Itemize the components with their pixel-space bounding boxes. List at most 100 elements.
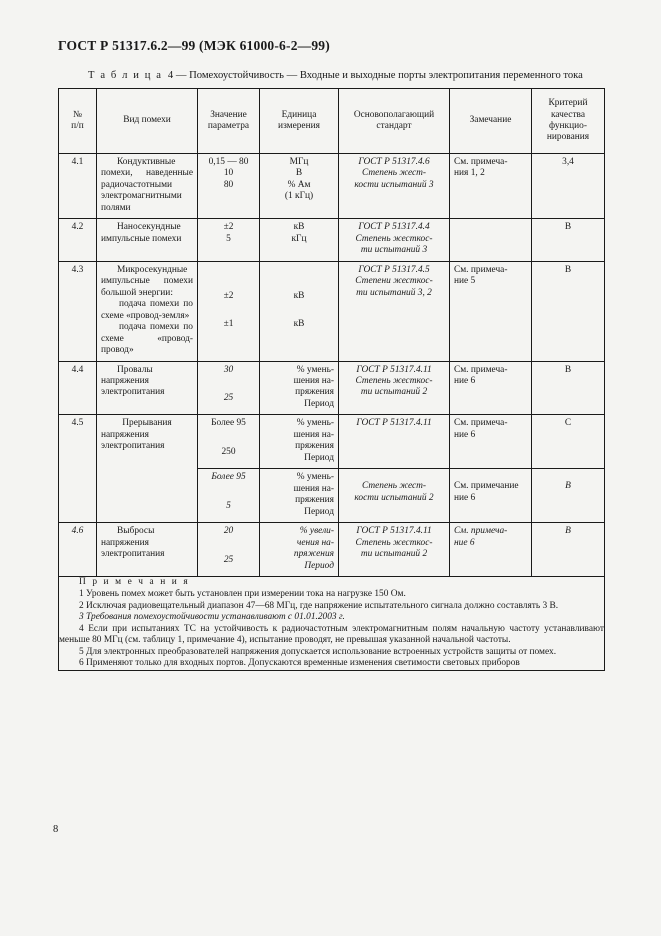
row-44-value-2: 25 [223, 392, 234, 403]
row-43-remark-2: ние 5 [454, 276, 476, 287]
row-42-value-2: 5 [226, 233, 231, 244]
row-41-unit-3: % Ам [287, 179, 311, 190]
row-44-type: Провалы напряжения электропитания [96, 360, 198, 416]
row-46-standard-2: Степень жесткос- [355, 537, 433, 548]
row-46-remark-1: См. примеча- [454, 526, 508, 537]
row-41-value-1: 0,15 — 80 [208, 157, 249, 167]
row-43-number: 4.3 [58, 260, 97, 362]
row-46-remark: См. примеча- ние 6 [449, 522, 532, 577]
row-41-value: 0,15 — 80 10 80 [197, 152, 260, 220]
row-45a-value: Более 95 250 [197, 414, 260, 470]
row-44-standard-2: Степень жесткос- [355, 375, 433, 386]
row-41-type-text: Кондуктивные помехи, наведенные радиочас… [101, 157, 193, 213]
row-45a-remark-2: ние 6 [454, 429, 476, 440]
row-45-number-text: 4.5 [71, 418, 84, 429]
row-41-remark-1: См. примеча- [454, 157, 508, 167]
row-43-value-spacer [202, 265, 255, 291]
row-46-type-text: Выбросы напряжения электропитания [101, 526, 165, 560]
note-item-6: 6 Применяют только для входных портов. Д… [79, 658, 520, 669]
row-43-unit-1: кВ [293, 290, 305, 301]
table-row: 4.3 Микросекундные импульсные помехи бол… [58, 260, 605, 362]
row-45a-unit-4: Период [304, 452, 334, 463]
row-42-remark [449, 218, 532, 262]
row-44-unit: % умень- шения на- пряжения Период [259, 360, 339, 416]
row-43-criterion: В [531, 260, 605, 362]
row-43-type-3: подача помехи по схеме «провод-провод» [101, 322, 193, 356]
row-41-criterion-text: 3,4 [562, 157, 574, 167]
row-45b-standard-spacer [343, 472, 445, 481]
row-45b-criterion-spacer [536, 472, 600, 481]
row-45b-standard: Степень жест- кости испытаний 2 [338, 468, 450, 524]
row-43-value-2: ±1 [223, 319, 234, 330]
row-44-number: 4.4 [58, 360, 97, 416]
row-45-type-3: электропитания [101, 441, 165, 452]
col-header-standard-line2: стандарт [376, 121, 412, 131]
row-45b-unit-1: % умень- [296, 472, 334, 483]
row-44-type-text: Провалы напряжения электропитания [101, 364, 165, 398]
col-header-criterion: Критерий качества функцио- нирования [531, 88, 605, 154]
note-item-4: 4 Если при испытаниях ТС на устойчивость… [59, 623, 604, 646]
row-44-remark-1: См. примеча- [454, 364, 508, 375]
table-caption-label: Т а б л и ц а [88, 70, 163, 81]
row-42-standard-1: ГОСТ Р 51317.4.4 [358, 222, 430, 233]
row-46-unit-1: % увели- [299, 526, 334, 537]
col-header-value: Значение параметра [197, 88, 260, 154]
row-44-standard-1: ГОСТ Р 51317.4.11 [356, 364, 432, 375]
row-45b-remark-spacer [454, 472, 527, 481]
col-header-type: Вид помехи [96, 88, 198, 154]
row-45a-unit-3: пряжения [295, 441, 334, 452]
notes-title: П р и м е ч а н и я [79, 577, 190, 587]
table-notes: П р и м е ч а н и я 1 Уровень помех може… [58, 576, 605, 671]
row-46-value: 20 25 [197, 522, 260, 577]
col-header-criterion-line3: функцио- [549, 121, 587, 131]
row-41-standard-2: Степень жест- [361, 168, 427, 179]
row-46-number-text: 4.6 [71, 526, 84, 537]
row-46-type: Выбросы напряжения электропитания [96, 522, 198, 577]
row-43-criterion-text: В [564, 264, 572, 275]
row-41-type: Кондуктивные помехи, наведенные радиочас… [96, 152, 198, 220]
col-header-number: № п/п [58, 88, 97, 154]
note-item-1: 1 Уровень помех может быть установлен пр… [79, 589, 406, 600]
col-header-number-line1: № [73, 109, 82, 120]
page-number: 8 [53, 824, 59, 835]
row-45-type: Прерывания напряжения электропитания [96, 414, 198, 524]
table-row: 4.6 Выбросы напряжения электропитания 20… [58, 522, 605, 577]
row-45a-criterion: С [531, 414, 605, 470]
immunity-table: № п/п Вид помехи Значение параметра Един… [58, 88, 605, 671]
col-header-standard: Основополагающий стандарт [338, 88, 450, 154]
row-43-unit-2: кВ [293, 319, 305, 330]
row-46-unit-3: пряжения [293, 549, 334, 560]
row-45-type-1: Прерывания [122, 418, 172, 429]
row-44-criterion: В [531, 360, 605, 416]
row-43-standard-3: ти испытаний 3, 2 [356, 287, 432, 298]
row-42-unit: кВ кГц [259, 218, 339, 262]
row-45b-unit-4: Период [304, 506, 334, 517]
row-42-type-text: Наносекундные импульсные помехи [101, 222, 182, 244]
row-44-remark-2: ние 6 [454, 375, 476, 386]
row-43-standard: ГОСТ Р 51317.4.5 Степени жесткос- ти исп… [338, 260, 450, 362]
row-45b-remark-1: См. примечание [454, 481, 519, 492]
table-header-row: № п/п Вид помехи Значение параметра Един… [58, 88, 605, 154]
row-43-value-spacer-2 [202, 302, 255, 319]
row-45a-unit-1: % умень- [296, 418, 334, 429]
row-41-value-2: 10 [223, 168, 234, 179]
row-45a-criterion-text: С [564, 418, 572, 429]
row-46-standard-3: ти испытаний 2 [360, 549, 428, 560]
row-41-value-3: 80 [223, 179, 234, 190]
row-46-value-1: 20 [223, 526, 234, 537]
row-45a-remark-1: См. примеча- [454, 418, 508, 429]
table-row: Более 95 5 % умень- шения на- пряжения П… [59, 468, 605, 524]
row-46-remark-2: ние 6 [454, 537, 475, 548]
row-45-type-2: напряжения [101, 429, 149, 440]
col-header-unit-line2: измерения [278, 121, 320, 131]
row-42-number-text: 4.2 [71, 222, 84, 233]
row-45a-remark: См. примеча- ние 6 [449, 414, 532, 470]
row-42-value-1: ±2 [223, 222, 234, 233]
row-41-standard-1: ГОСТ Р 51317.4.6 [358, 157, 430, 167]
note-item-2: 2 Исключая радиовещательный диапазон 47—… [79, 600, 559, 611]
row-43-unit-spacer [264, 265, 334, 291]
row-41-remark: См. примеча- ния 1, 2 [449, 152, 532, 220]
row-45b-value-1: Более 95 [211, 472, 246, 483]
table-caption: Т а б л и ц а 4 — Помехоустойчивость — В… [88, 70, 583, 81]
row-44-value-1: 30 [223, 364, 234, 375]
